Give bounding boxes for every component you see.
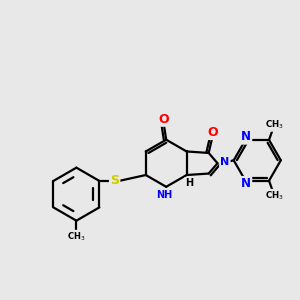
Text: O: O <box>158 112 169 126</box>
Text: N: N <box>220 157 230 167</box>
Text: NH: NH <box>157 190 173 200</box>
Text: CH$_3$: CH$_3$ <box>266 118 284 131</box>
Text: O: O <box>207 126 217 139</box>
Text: CH$_3$: CH$_3$ <box>266 190 284 202</box>
Text: N: N <box>241 177 251 190</box>
Text: CH$_3$: CH$_3$ <box>67 231 86 243</box>
Text: H: H <box>185 178 193 188</box>
Text: N: N <box>241 130 251 143</box>
Text: S: S <box>110 174 119 188</box>
